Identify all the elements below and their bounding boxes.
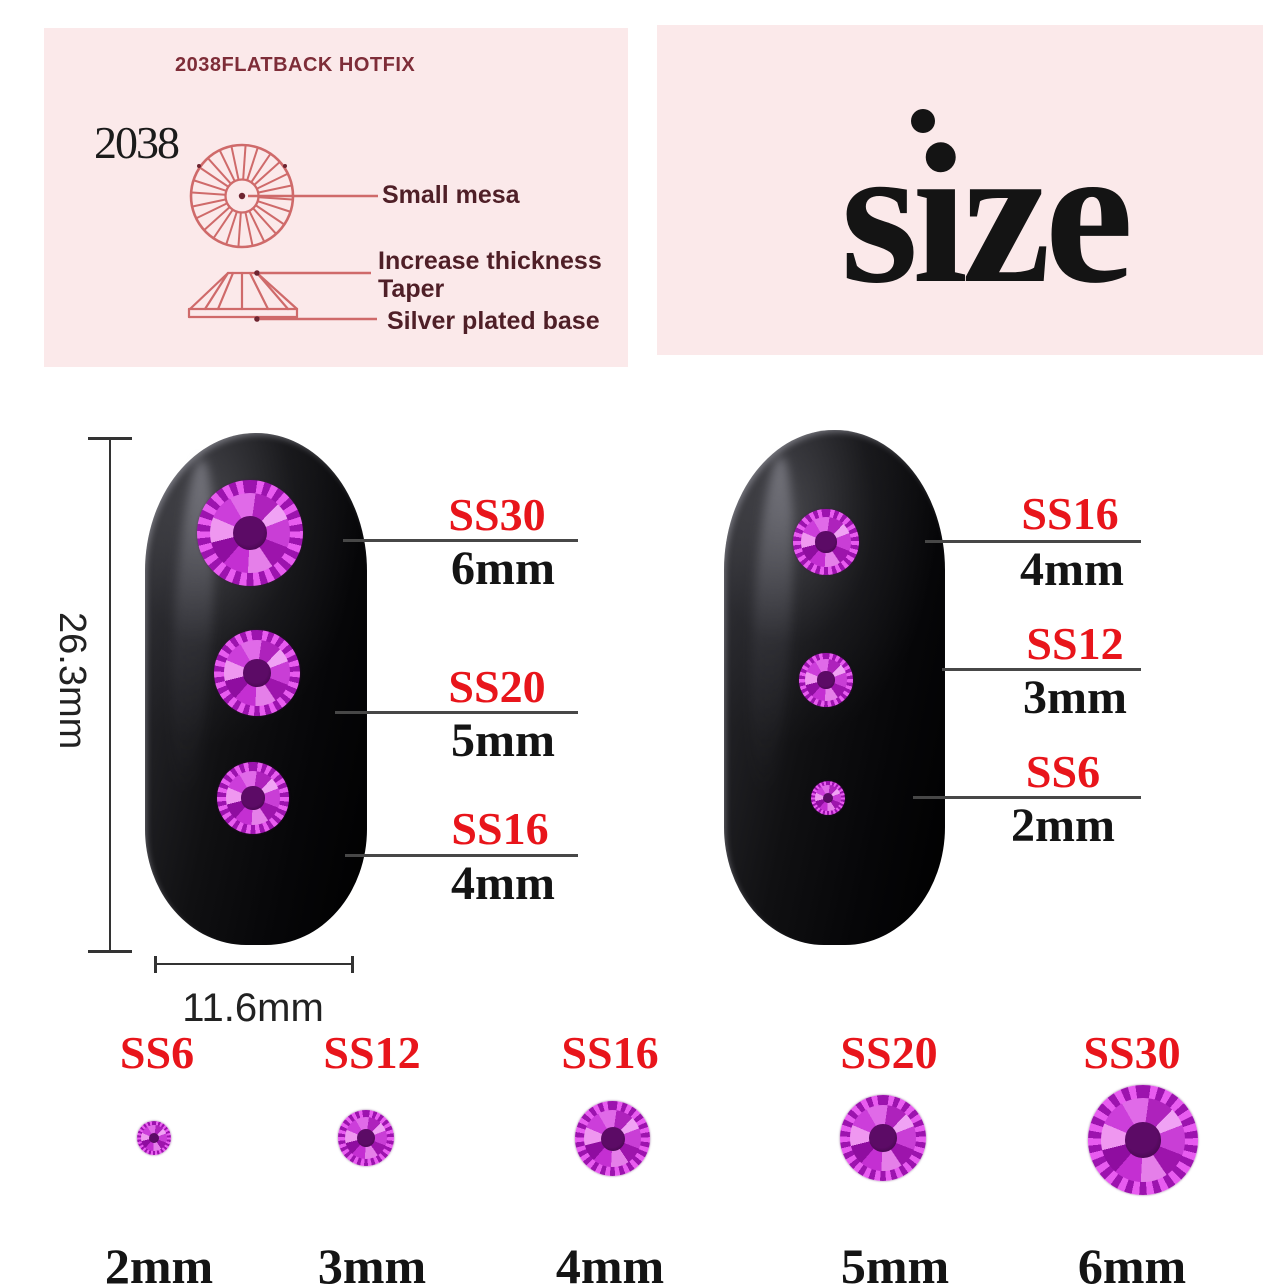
width-dimension-tick-right <box>351 956 354 973</box>
chart-size-code: SS30 <box>1083 1027 1181 1078</box>
height-dimension-cap-bottom <box>88 950 132 953</box>
leader-line <box>343 539 578 542</box>
size-panel: size <box>657 25 1263 355</box>
chart-size-code: SS12 <box>323 1027 421 1078</box>
rhinestone-ss30 <box>197 480 303 586</box>
diameter-label: 3mm <box>1023 671 1127 724</box>
chart-diameter: 3mm <box>317 1238 427 1288</box>
diameter-label: 4mm <box>451 857 555 910</box>
size-code-label: SS6 <box>1025 746 1101 797</box>
rhinestone-ss20 <box>214 630 300 716</box>
diameter-label: 2mm <box>1011 799 1115 852</box>
leader-line <box>925 540 1141 543</box>
size-code-label: SS12 <box>1026 618 1124 669</box>
width-dimension-tick-left <box>154 956 157 973</box>
facet-spokes <box>192 146 292 246</box>
chart-diameter: 6mm <box>1077 1238 1187 1288</box>
rhinestone-ss16 <box>575 1101 650 1176</box>
height-dimension-line <box>109 438 111 952</box>
model-number: 2038 <box>94 117 180 168</box>
label-silver-plated-base: Silver plated base <box>387 307 600 335</box>
size-code-label: SS30 <box>448 489 546 540</box>
leader-line <box>913 796 1141 799</box>
rhinestone-ss12 <box>338 1110 394 1166</box>
rhinestone-ss30 <box>1088 1085 1198 1195</box>
chart-size-code: SS6 <box>119 1027 195 1078</box>
chart-size-code: SS20 <box>840 1027 938 1078</box>
height-dimension-cap-top <box>88 437 132 440</box>
width-dimension-line <box>155 963 353 965</box>
nail-length-label: 26.3mm <box>51 612 93 750</box>
rhinestone-ss20 <box>840 1095 926 1181</box>
size-heading: size <box>840 104 1134 325</box>
leader-line <box>335 711 578 714</box>
rhinestone-ss6 <box>137 1121 171 1155</box>
rhinestone-ss16 <box>217 762 289 834</box>
nail-width-label: 11.6mm <box>182 986 324 1030</box>
label-taper: Taper <box>378 275 445 303</box>
spec-panel-title: 2038FLATBACK HOTFIX <box>175 54 416 76</box>
leader-line <box>942 668 1141 671</box>
size-code-label: SS20 <box>448 661 546 712</box>
rhinestone-ss12 <box>799 653 853 707</box>
chart-diameter: 2mm <box>104 1238 214 1288</box>
size-code-label: SS16 <box>1021 488 1119 539</box>
label-small-mesa: Small mesa <box>382 181 520 209</box>
chart-diameter: 5mm <box>840 1238 950 1288</box>
rhinestone-spec-diagram <box>187 143 378 322</box>
size-code-label: SS16 <box>451 803 549 854</box>
rhinestone-ss16 <box>793 509 859 575</box>
label-increase-thickness: Increase thickness <box>378 247 602 275</box>
dot-icon <box>911 109 935 133</box>
chart-diameter: 4mm <box>555 1238 665 1288</box>
spec-panel: 2038FLATBACK HOTFIX 2038 <box>44 28 628 367</box>
rhinestone-ss6 <box>811 781 845 815</box>
leader-line <box>345 854 578 857</box>
chart-size-code: SS16 <box>561 1027 659 1078</box>
side-view-cone <box>187 271 299 319</box>
diameter-label: 6mm <box>451 542 555 595</box>
diameter-label: 4mm <box>1020 543 1124 596</box>
diameter-label: 5mm <box>451 714 555 767</box>
